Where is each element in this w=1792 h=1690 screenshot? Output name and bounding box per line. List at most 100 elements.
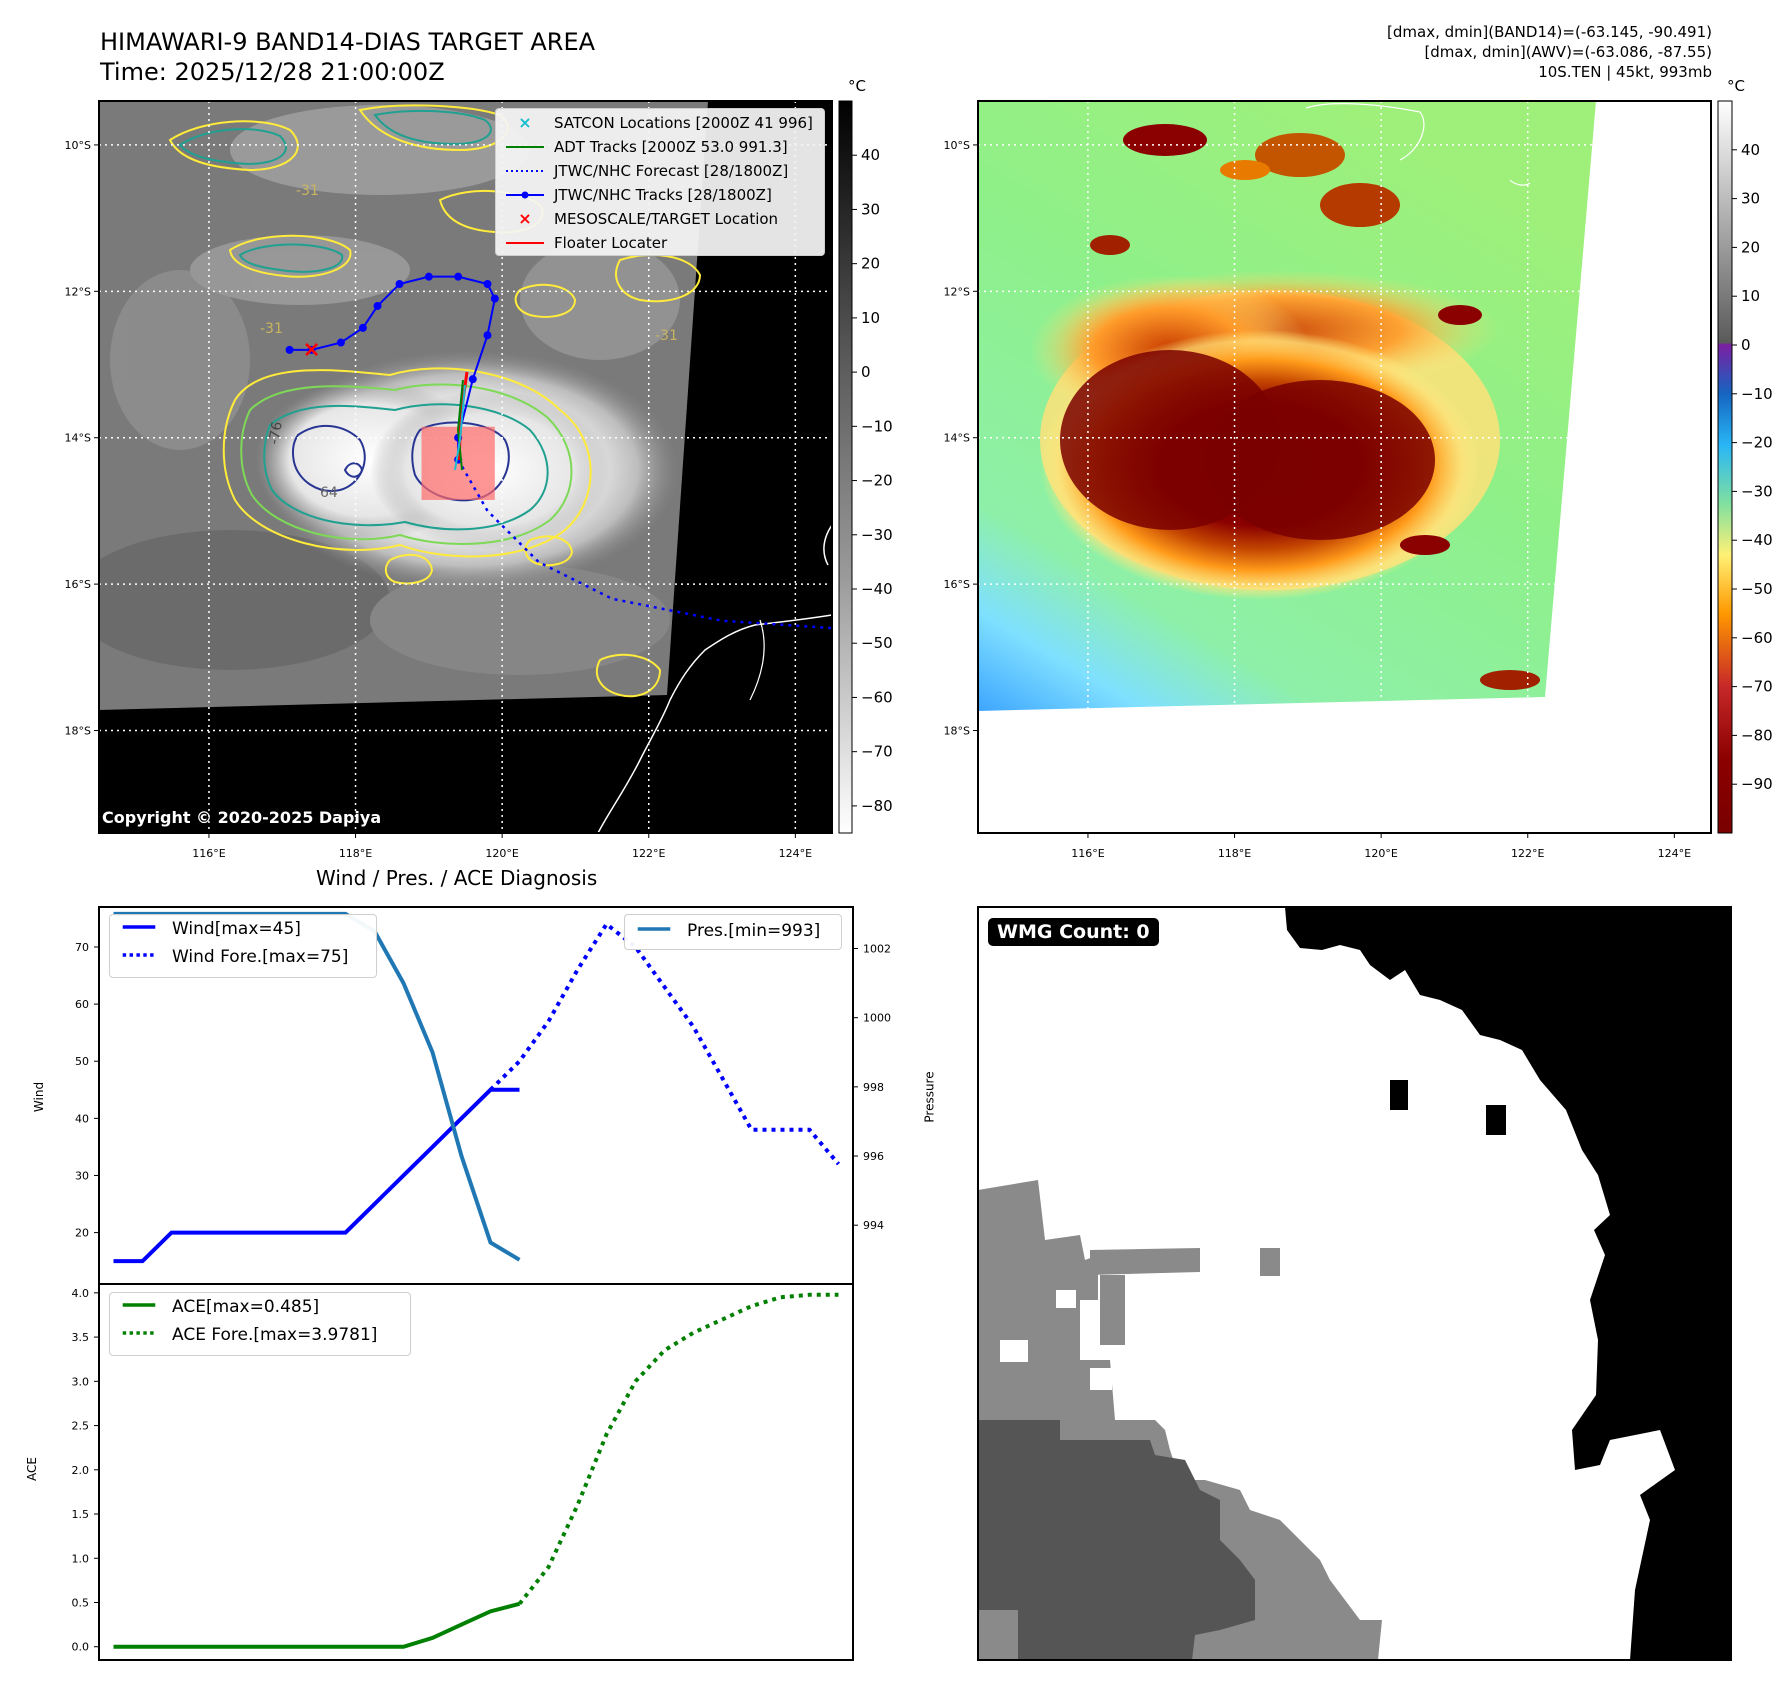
y-tick-label: 1.5 [72,1508,90,1521]
legend-item-mesoscale: × MESOSCALE/TARGET Location [496,207,824,231]
legend-item-satcon: × SATCON Locations [2000Z 41 996] [496,111,824,135]
lat-tick-label: 10°S [65,139,91,152]
colorbar-tick-label: 40 [861,146,880,164]
ace-axis-label: ACE [24,1457,39,1481]
wmg-frame [977,906,1732,1661]
jtwc-track-point [373,301,382,310]
ir-legend: × SATCON Locations [2000Z 41 996] ADT Tr… [495,108,825,256]
contour-label: -31 [296,183,319,199]
colorbar-tick-label: −50 [861,634,893,652]
y-tick-label: 70 [75,941,89,954]
awv-cell [1255,133,1345,177]
diagnostic-info: [dmax, dmin](BAND14)=(-63.145, -90.491) … [1387,22,1712,82]
lon-tick-label: 120°E [1364,847,1397,860]
svg-text:×: × [518,113,531,132]
figure-time: Time: 2025/12/28 21:00:00Z [100,58,445,86]
legend-item-forecast: JTWC/NHC Forecast [28/1800Z] [496,159,824,183]
y-tick-label: 3.5 [72,1331,90,1344]
pressure-y-axis: 994 996 998 1000 1002 [853,943,891,1232]
colorbar-tick-label: −60 [861,688,893,706]
colorbar-tick-label: 30 [1741,190,1760,208]
svg-text:-76: -76 [266,420,286,445]
y-right-tick-label: 998 [863,1081,884,1094]
colorbar-tick-label: −70 [861,743,893,761]
jtwc-track-point [395,280,404,288]
lat-tick-label: 16°S [65,578,91,591]
satcon-marker-icon: × [518,113,531,132]
y-tick-label: 2.5 [72,1420,90,1433]
figure-title: HIMAWARI-9 BAND14-DIAS TARGET AREA [100,28,596,56]
legend-item-floater: Floater Locater [496,231,824,255]
jtwc-track-point [468,375,477,384]
lon-tick-label: 120°E [485,847,518,860]
adt-track [456,379,464,471]
ir-colorbar-gradient [838,100,853,834]
awv-panel: 10°S 12°S 14°S 16°S 18°S 116°E 118°E 120°E 122°… [944,100,1712,860]
svg-text:64: 64 [320,485,338,501]
lat-tick-label: 14°S [65,432,91,445]
ir-coastline-inlet [749,619,765,701]
awv-cell [1320,183,1400,227]
lon-tick-label: 118°E [339,847,372,860]
ir-coastline-north [823,524,832,566]
wmg-panel [977,906,1732,1661]
colorbar-tick-label: −80 [861,797,893,815]
mesoscale-target-marker: × [302,337,320,362]
lon-tick-label: 124°E [1658,847,1691,860]
y-tick-label: 3.0 [72,1375,90,1388]
colorbar-tick-label: −30 [861,526,893,544]
y-right-tick-label: 1002 [863,943,891,956]
wmg-hole [1090,1368,1112,1390]
lon-tick-label: 122°E [1511,847,1544,860]
mesoscale-marker-icon: × [518,209,531,228]
awv-cell [1220,160,1270,180]
wmg-cold-cloud [1285,907,1731,1660]
awv-frame [977,100,1712,834]
colorbar-tick-label: −40 [861,580,893,598]
awv-colorbar-unit: °C [1727,77,1745,95]
awv-gridlines [978,101,1711,833]
colorbar-tick-label: 20 [861,255,880,273]
y-right-tick-label: 996 [863,1150,884,1163]
wmg-cool-patch [1090,1248,1200,1275]
jtwc-track-point [454,272,463,281]
colorbar-tick-label: −40 [1741,531,1773,549]
jtwc-track-point [307,345,316,354]
y-tick-label: 2.0 [72,1464,90,1477]
y-tick-label: 30 [75,1169,89,1182]
wmg-hole [1056,1290,1076,1308]
awv-colorbar-gradient [1717,100,1733,834]
ir-lon-axis: 116°E 118°E 120°E 122°E 124°E [192,833,812,860]
colorbar-tick-label: 10 [1741,287,1760,305]
y-tick-label: 50 [75,1055,89,1068]
copyright-notice: Copyright © 2020-2025 Dapiya [102,808,382,827]
jtwc-track-point [358,323,367,332]
ace-legend: ACE[max=0.485] ACE Fore.[max=3.9781] [109,1292,411,1356]
wmg-field [978,907,1731,1660]
awv-cell [1480,670,1540,690]
lat-tick-label: 10°S [944,139,970,152]
wmg-cell [1486,1105,1506,1135]
awv-cell [1090,235,1130,255]
wind-series [113,911,841,1264]
wmg-cool-patch [1260,1248,1280,1276]
diagnosis-panel-title: Wind / Pres. / ACE Diagnosis [316,866,598,890]
ir-contour-labels: -76 64 -31 -31 -31 [260,183,678,501]
ir-frame [98,100,833,834]
ace-forecast-line-icon [122,1331,156,1335]
wmg-cold-core [978,1420,1255,1660]
y-tick-label: 40 [75,1112,89,1125]
y-tick-label: 60 [75,998,89,1011]
awv-coastline [1305,103,1425,161]
awv-storm-core-east [1205,380,1435,540]
colorbar-tick-label: 20 [1741,238,1760,256]
awv-cell [1400,535,1450,555]
colorbar-tick-label: −50 [1741,580,1773,598]
wmg-count-label: WMG Count: 0 [988,918,1159,946]
band14-range: [dmax, dmin](BAND14)=(-63.145, -90.491) [1387,23,1712,41]
y-tick-label: 20 [75,1227,89,1240]
lat-tick-label: 16°S [944,578,970,591]
awv-cell [1123,124,1207,156]
contour-label: -31 [655,328,678,344]
